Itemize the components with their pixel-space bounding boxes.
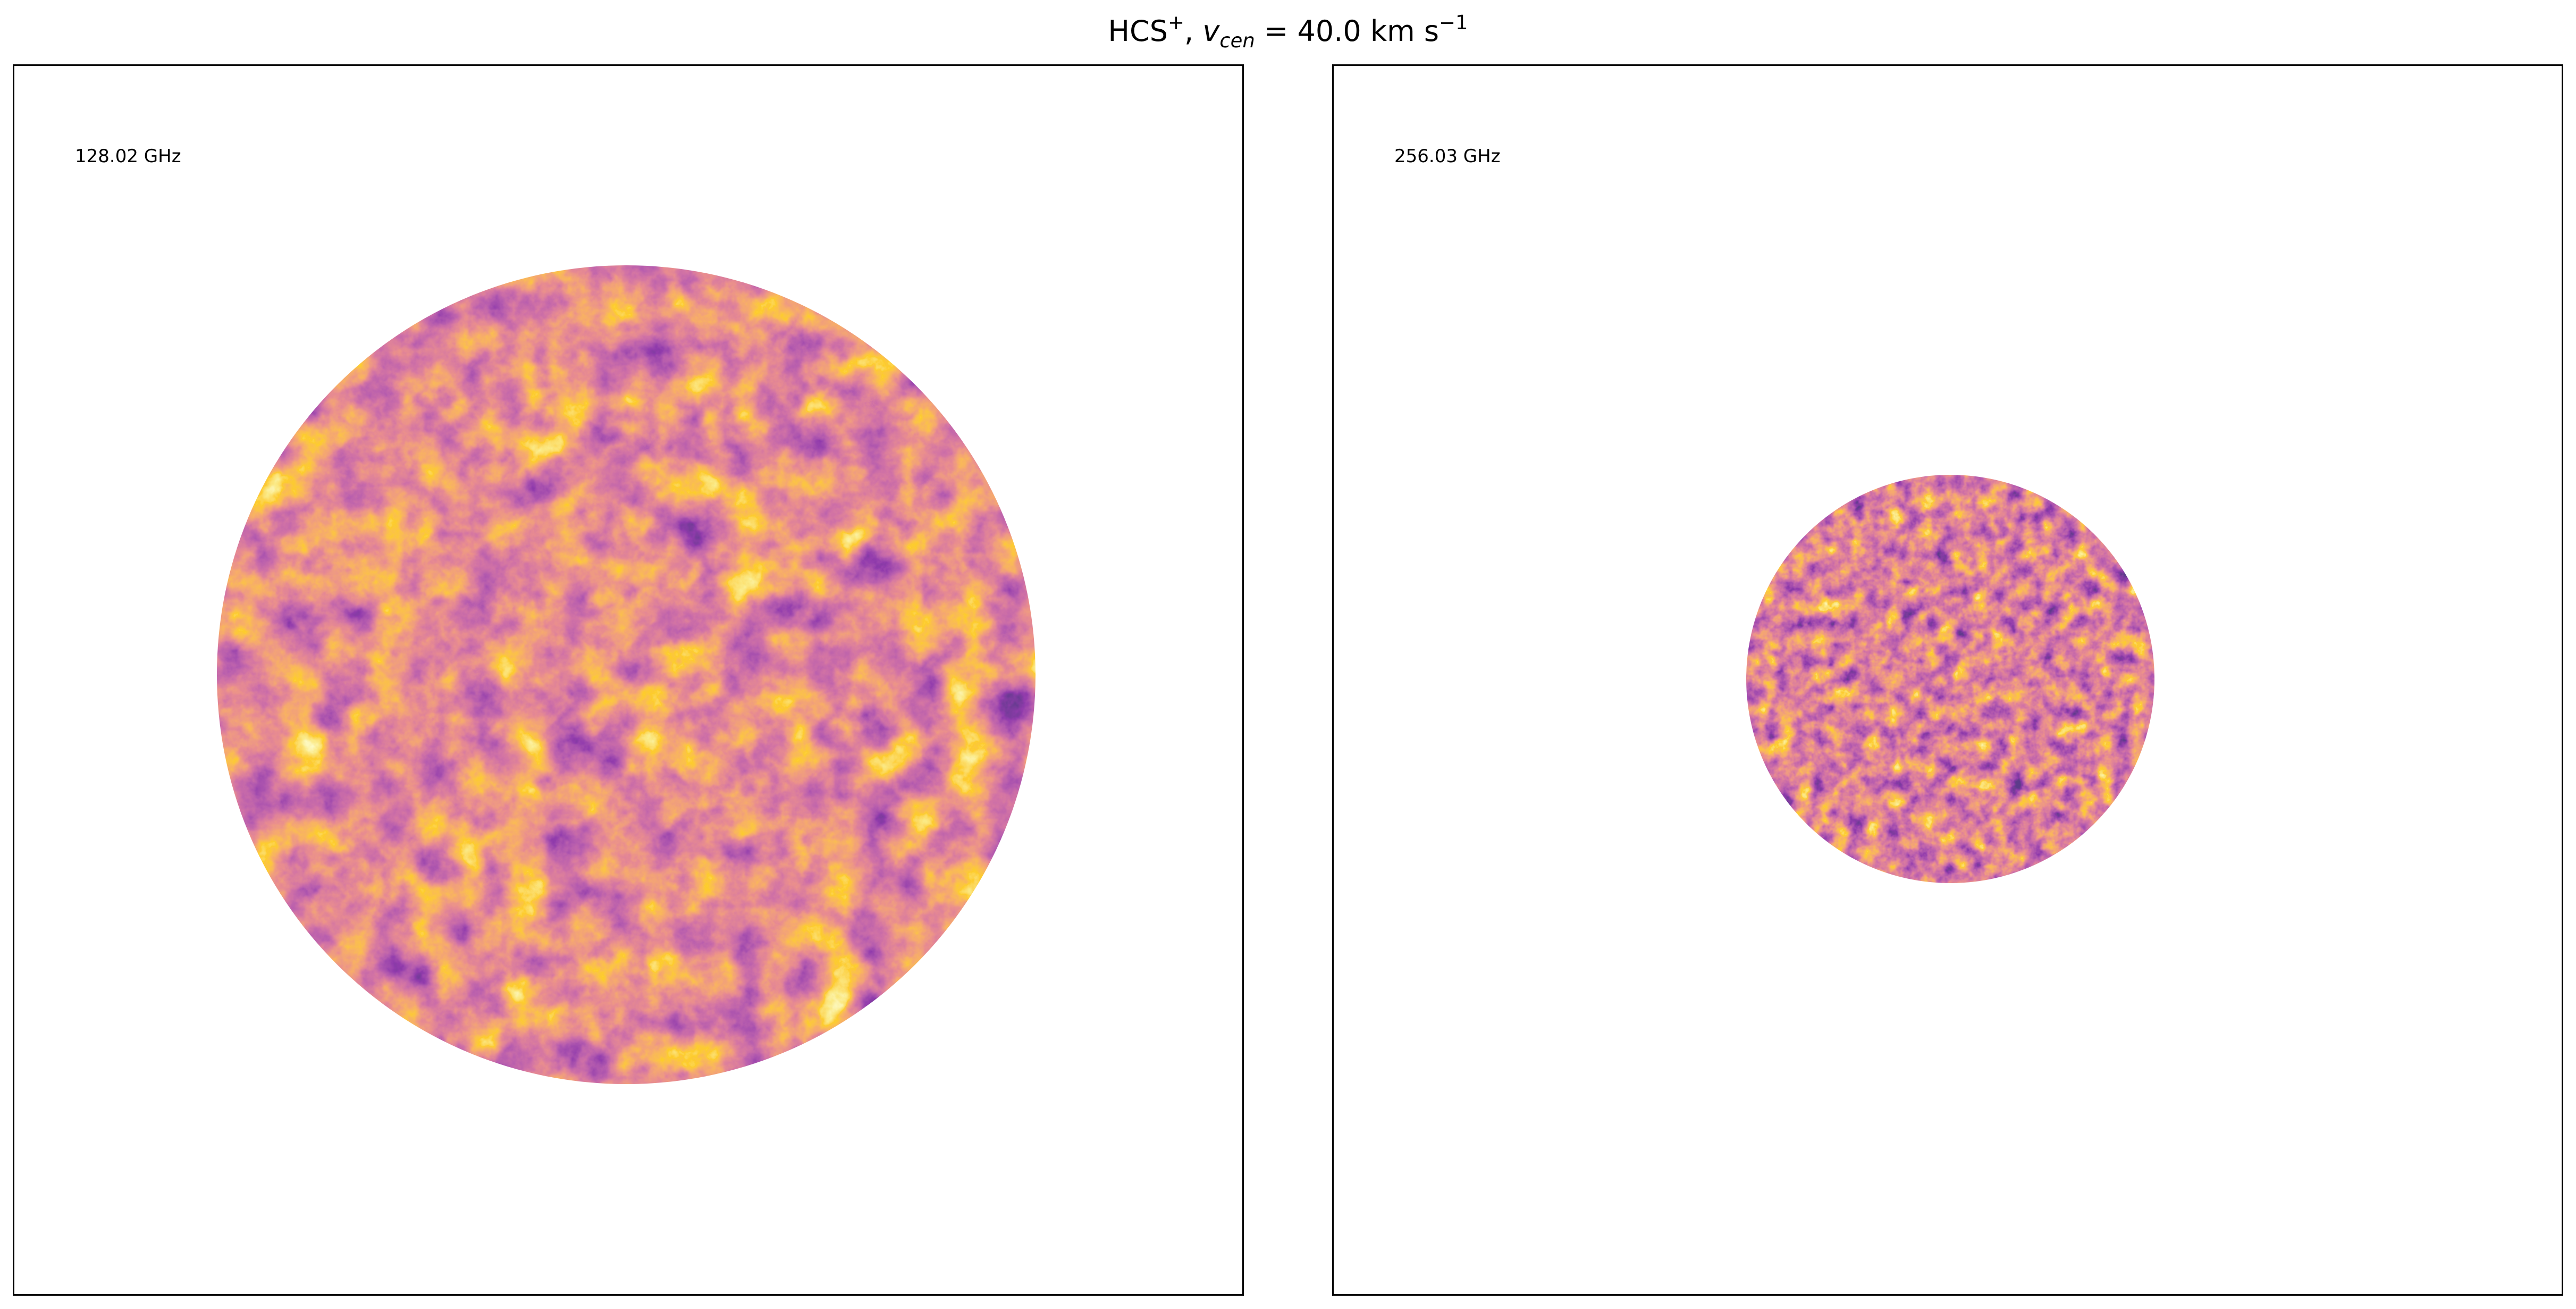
emission-map-128ghz: [217, 265, 1036, 1084]
emission-map-fill-256ghz: [1746, 475, 2154, 883]
emission-map-fill-128ghz: [217, 265, 1036, 1084]
map-panel-128ghz: 128.02 GHz: [13, 64, 1244, 1296]
title-velocity-symbol: v: [1202, 14, 1220, 48]
title-equals: =: [1255, 14, 1298, 48]
title-velocity-value: 40.0 km s: [1297, 14, 1439, 48]
title-unit-exponent: −1: [1439, 11, 1468, 34]
title-separator: ,: [1184, 14, 1194, 48]
title-velocity-subscript: cen: [1219, 29, 1255, 52]
figure-title: HCS+, vcen = 40.0 km s−1: [0, 7, 2576, 58]
map-panel-256ghz: 256.03 GHz: [1332, 64, 2563, 1296]
frequency-label-128ghz: 128.02 GHz: [75, 146, 181, 167]
title-species: HCS: [1108, 14, 1168, 48]
frequency-label-256ghz: 256.03 GHz: [1394, 146, 1501, 167]
title-species-charge: +: [1168, 11, 1185, 34]
emission-map-256ghz: [1746, 475, 2154, 883]
